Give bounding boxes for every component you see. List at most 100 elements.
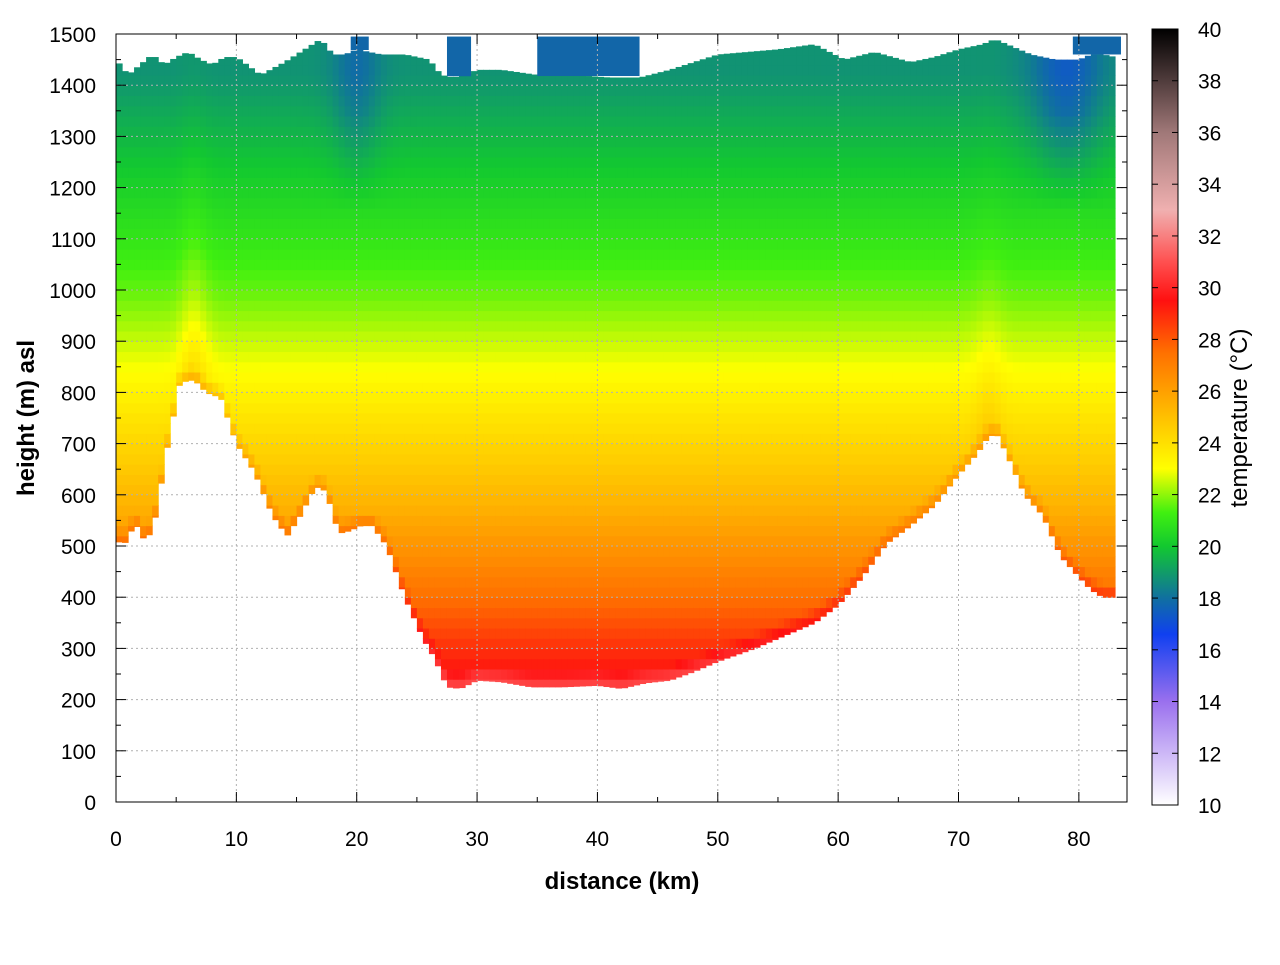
field-cell (639, 330, 647, 342)
field-cell (242, 290, 249, 301)
field-cell (561, 156, 568, 168)
field-cell (236, 64, 243, 76)
field-cell (465, 546, 472, 557)
field-cell (254, 72, 262, 76)
field-cell (501, 402, 508, 414)
field-cell (140, 74, 147, 86)
field-cell (549, 85, 556, 97)
field-cell (543, 525, 550, 537)
field-cell (633, 433, 641, 445)
field-cell (428, 330, 436, 342)
field-cell (326, 238, 334, 250)
field-cell (146, 300, 153, 312)
field-cell (555, 453, 562, 465)
field-cell (561, 74, 568, 86)
field-cell (428, 402, 436, 414)
field-cell (428, 146, 436, 158)
field-cell (236, 197, 243, 209)
field-cell (681, 177, 689, 189)
field-cell (296, 300, 304, 312)
field-cell (663, 597, 671, 609)
field-cell (404, 115, 412, 127)
field-cell (615, 412, 623, 424)
field-column (483, 69, 490, 682)
field-cell (603, 208, 611, 219)
field-cell (182, 156, 189, 168)
field-cell (332, 300, 340, 312)
field-cell (194, 228, 201, 240)
field-cell (465, 95, 472, 107)
field-cell (416, 74, 424, 86)
field-cell (176, 259, 183, 271)
field-cell (477, 566, 484, 578)
field-cell (260, 146, 268, 158)
field-cell (609, 228, 617, 240)
field-cell (537, 167, 544, 178)
field-cell (657, 320, 665, 332)
field-cell (200, 279, 207, 291)
field-cell (483, 74, 490, 86)
field-cell (182, 361, 189, 373)
field-cell (392, 218, 400, 230)
field-cell (519, 382, 526, 393)
field-cell (392, 535, 400, 547)
field-cell (386, 361, 394, 373)
field-cell (543, 126, 550, 137)
field-cell (561, 668, 568, 680)
field-cell (459, 576, 466, 588)
field-cell (446, 423, 454, 434)
field-cell (651, 546, 659, 557)
field-cell (440, 668, 448, 680)
field-cell (248, 279, 256, 291)
field-cell (597, 576, 605, 588)
field-cell (573, 464, 580, 475)
field-cell (188, 95, 195, 107)
field-cell (471, 484, 478, 496)
field-cell (224, 320, 231, 332)
field-cell (555, 423, 562, 434)
field-cell (507, 505, 514, 516)
field-cell (537, 484, 544, 496)
field-cell (495, 658, 502, 670)
field-cell (453, 525, 460, 537)
field-cell (398, 269, 406, 281)
field-cell (140, 279, 147, 291)
field-cell (122, 443, 129, 455)
field-cell (242, 167, 249, 178)
field-cell (495, 556, 502, 568)
field-cell (260, 177, 268, 189)
field-cell (651, 412, 659, 424)
field-cell (633, 515, 641, 527)
field-cell (645, 341, 653, 353)
field-cell (344, 515, 352, 527)
field-cell (206, 115, 213, 127)
field-cell (651, 208, 659, 219)
field-cell (338, 177, 346, 189)
field-cell (477, 361, 484, 373)
field-cell (459, 146, 466, 158)
field-cell (404, 269, 412, 281)
field-cell (344, 126, 352, 137)
field-cell (182, 95, 189, 107)
field-cell (146, 208, 153, 219)
field-cell (158, 382, 165, 393)
field-cell (386, 85, 394, 97)
field-cell (477, 494, 484, 506)
field-cell (633, 126, 641, 137)
field-cell (416, 505, 424, 516)
field-cell (296, 505, 304, 516)
field-cell (597, 658, 605, 670)
field-cell (290, 269, 298, 281)
field-cell (230, 402, 237, 414)
field-cell (537, 238, 544, 250)
field-cell (585, 556, 593, 568)
field-cell (152, 136, 159, 148)
field-cell (242, 136, 249, 148)
field-cell (585, 658, 593, 670)
field-cell (284, 238, 292, 250)
field-cell (567, 494, 574, 506)
field-cell (446, 433, 454, 445)
field-cell (314, 238, 322, 250)
field-cell (152, 74, 159, 86)
field-cell (675, 218, 683, 230)
